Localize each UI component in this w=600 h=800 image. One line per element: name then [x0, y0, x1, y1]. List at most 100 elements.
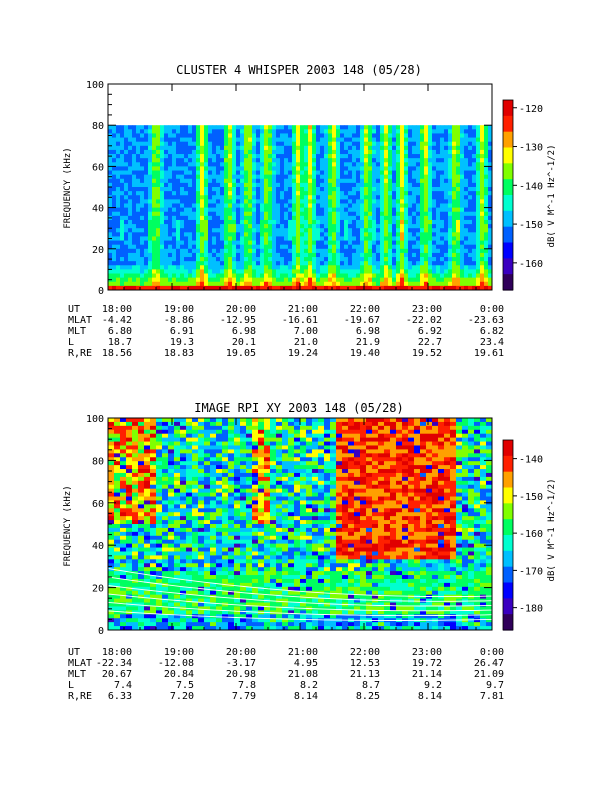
- spectrogram-cell: [468, 125, 473, 130]
- spectrogram-cell: [210, 500, 217, 505]
- spectrogram-cell: [136, 211, 141, 217]
- spectrogram-cell: [360, 269, 365, 274]
- spectrogram-cell: [208, 257, 213, 262]
- spectrogram-cell: [432, 154, 437, 159]
- spectrogram-cell: [244, 129, 249, 134]
- spectrogram-cell: [232, 162, 237, 167]
- spectrogram-cell: [396, 182, 401, 188]
- spectrogram-cell: [186, 602, 193, 607]
- spectrogram-cell: [180, 141, 185, 147]
- spectrogram-cell: [168, 437, 175, 442]
- spectrogram-cell: [300, 166, 305, 171]
- spectrogram-cell: [198, 622, 205, 627]
- spectrogram-cell: [324, 133, 329, 138]
- spectrogram-cell: [204, 252, 209, 258]
- spectrogram-cell: [256, 191, 261, 196]
- spectrogram-cell: [280, 199, 285, 204]
- spectrogram-cell: [276, 166, 281, 171]
- spectrogram-cell: [384, 170, 389, 176]
- spectrogram-cell: [126, 520, 133, 525]
- spectrogram-cell: [284, 240, 289, 246]
- spectrogram-cell: [236, 224, 241, 229]
- spectrogram-cell: [168, 433, 175, 439]
- spectrogram-cell: [204, 484, 211, 490]
- spectrogram-cell: [248, 261, 253, 266]
- spectrogram-cell: [136, 199, 141, 204]
- spectrogram-cell: [162, 480, 169, 486]
- spectrogram-cell: [388, 224, 393, 229]
- spectrogram-cell: [186, 504, 193, 509]
- spectrogram-cell: [198, 531, 205, 537]
- spectrogram-cell: [264, 281, 269, 287]
- spectrogram-cell: [312, 261, 317, 266]
- spectrogram-cell: [432, 191, 437, 196]
- spectrogram-cell: [116, 174, 121, 180]
- spectrogram-cell: [256, 141, 261, 147]
- spectrogram-cell: [168, 598, 175, 603]
- spectrogram-cell: [138, 457, 145, 462]
- spectrogram-cell: [312, 178, 317, 184]
- spectrogram-cell: [124, 170, 129, 176]
- spectrogram-cell: [312, 187, 317, 192]
- spectrogram-cell: [368, 154, 373, 159]
- spectrogram-cell: [138, 421, 145, 427]
- spectrogram-cell: [456, 125, 461, 130]
- spectrogram-cell: [156, 524, 163, 529]
- y-tick-label: 100: [86, 80, 104, 91]
- spectrogram-cell: [440, 129, 445, 134]
- spectrogram-cell: [392, 149, 397, 155]
- spectrogram-cell: [356, 191, 361, 196]
- spectrogram-cell: [162, 461, 169, 466]
- spectrogram-cell: [184, 125, 189, 130]
- spectrogram-cell: [136, 285, 141, 291]
- spectrogram-cell: [304, 125, 309, 130]
- spectrogram-cell: [198, 516, 205, 521]
- spectrogram-cell: [448, 166, 453, 171]
- spectrogram-cell: [424, 174, 429, 180]
- spectrogram-cell: [384, 244, 389, 250]
- spectrogram-cell: [180, 606, 187, 611]
- spectrogram-cell: [288, 162, 293, 167]
- spectrogram-cell: [420, 265, 425, 270]
- spectrogram-cell: [138, 476, 145, 482]
- spectrogram-cell: [200, 203, 205, 208]
- spectrogram-cell: [114, 457, 121, 462]
- spectrogram-cell: [384, 187, 389, 192]
- spectrogram-cell: [120, 187, 125, 192]
- spectrogram-cell: [160, 244, 165, 250]
- spectrogram-cell: [304, 285, 309, 291]
- spectrogram-cell: [248, 252, 253, 258]
- spectrogram-cell: [188, 232, 193, 237]
- spectrogram-cell: [224, 211, 229, 217]
- spectrogram-cell: [132, 563, 139, 568]
- colorbar-cell: [503, 125, 513, 130]
- spectrogram-cell: [452, 137, 457, 143]
- spectrogram-cell: [210, 457, 217, 462]
- spectrogram-cell: [332, 285, 337, 291]
- spectrogram-cell: [138, 418, 145, 423]
- spectrogram-cell: [376, 137, 381, 143]
- spectrogram-cell: [428, 277, 433, 283]
- spectrogram-cell: [236, 211, 241, 217]
- spectrogram-cell: [348, 191, 353, 196]
- spectrogram-cell: [152, 178, 157, 184]
- spectrogram-cell: [188, 244, 193, 250]
- spectrogram-cell: [138, 496, 145, 501]
- spectrogram-cell: [376, 269, 381, 274]
- spectrogram-cell: [356, 273, 361, 279]
- spectrogram-cell: [436, 195, 441, 200]
- spectrogram-cell: [424, 129, 429, 134]
- spectrogram-cell: [300, 170, 305, 176]
- spectrogram-cell: [112, 182, 117, 188]
- spectrogram-cell: [484, 187, 489, 192]
- spectrogram-cell: [108, 228, 113, 233]
- spectrogram-cell: [140, 170, 145, 176]
- spectrogram-cell: [300, 281, 305, 287]
- spectrogram-cell: [260, 133, 265, 138]
- spectrogram-cell: [424, 158, 429, 163]
- spectrogram-cell: [400, 137, 405, 143]
- spectrogram-cell: [144, 252, 149, 258]
- colorbar-cell: [503, 226, 513, 231]
- spectrogram-cell: [192, 178, 197, 184]
- spectrogram-cell: [376, 240, 381, 246]
